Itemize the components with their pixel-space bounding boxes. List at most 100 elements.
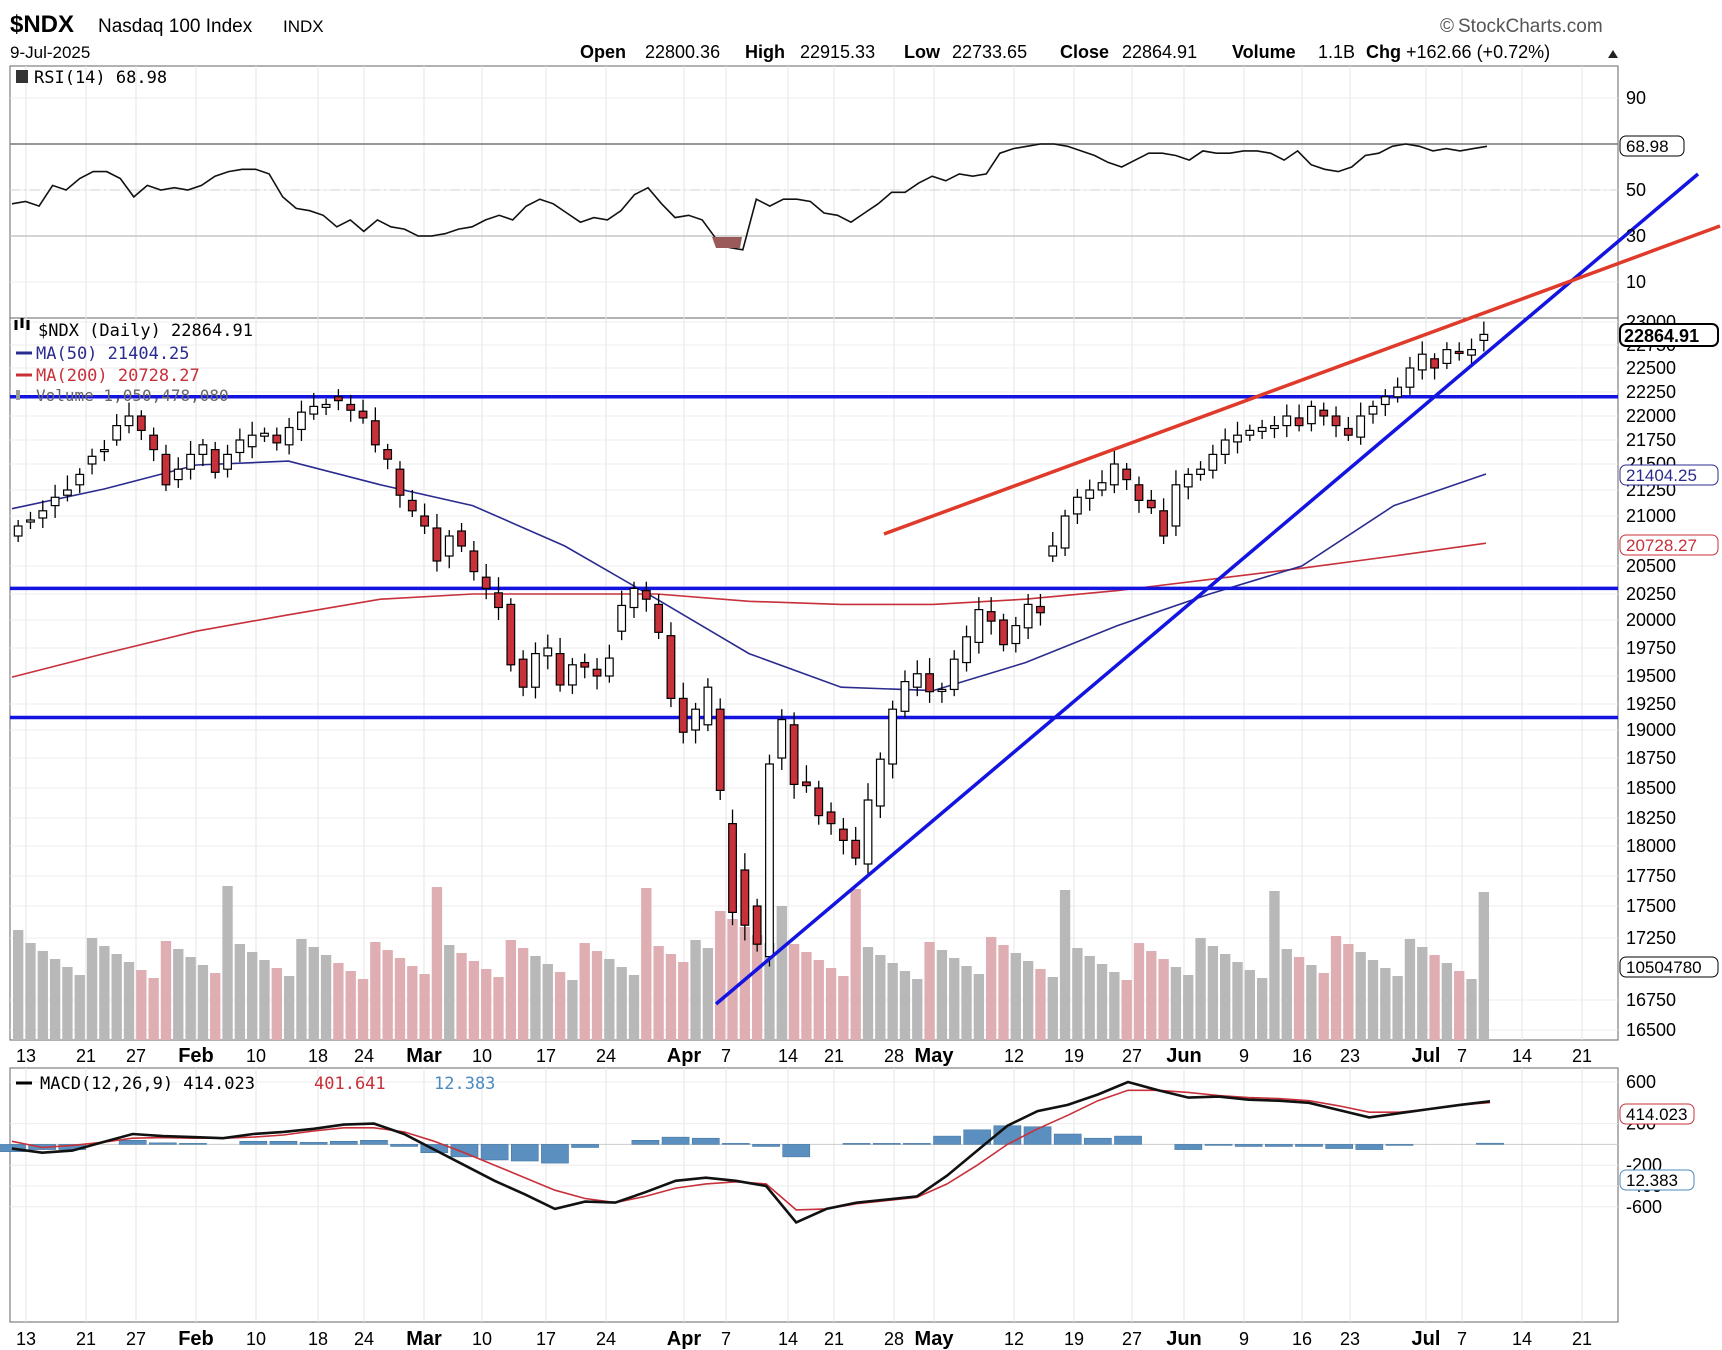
candle-body xyxy=(260,432,269,437)
macd-x-tick-label: Apr xyxy=(667,1328,702,1350)
price-x-tick-label: Feb xyxy=(178,1045,214,1067)
close-label: Close xyxy=(1060,42,1109,62)
macd-x-tick-label: 21 xyxy=(824,1329,844,1349)
chart-date: 9-Jul-2025 xyxy=(10,43,90,62)
volume-bar xyxy=(628,975,640,1040)
macd-histogram-bar xyxy=(390,1144,418,1147)
macd-histogram-bar xyxy=(782,1144,811,1158)
price-y-tick-label: 22250 xyxy=(1626,382,1676,402)
volume-bar xyxy=(1133,943,1145,1040)
candle-body xyxy=(1097,482,1107,491)
candle-body xyxy=(1368,405,1378,415)
volume-title: Volume 1,050,478,080 xyxy=(36,386,229,405)
volume-bar xyxy=(1072,948,1083,1040)
macd-histogram-bar xyxy=(1114,1135,1142,1145)
candle-body xyxy=(75,473,85,486)
ma50-line xyxy=(11,460,1487,692)
price-title: $NDX (Daily) 22864.91 xyxy=(38,321,253,341)
macd-x-tick-label: 7 xyxy=(721,1329,731,1349)
ma50-value-flag-text: 21404.25 xyxy=(1626,466,1697,485)
volume-bar xyxy=(407,966,418,1040)
candle-body xyxy=(863,799,873,865)
volume-bar xyxy=(998,945,1009,1040)
macd-histogram-bar xyxy=(1325,1144,1354,1149)
candle-body xyxy=(112,425,122,441)
rsi-series-line xyxy=(11,143,1488,251)
volume-bar xyxy=(247,952,258,1040)
volume-bar xyxy=(838,976,849,1040)
macd-histogram-bar xyxy=(1234,1144,1263,1147)
candle-body xyxy=(297,411,306,431)
volume-bar xyxy=(1035,969,1046,1040)
volume-bar xyxy=(1392,976,1403,1040)
price-x-tick-label: 9 xyxy=(1239,1046,1249,1066)
volume-bar xyxy=(505,940,516,1040)
macd-x-tick-label: Jul xyxy=(1412,1328,1441,1350)
volume-bar xyxy=(99,946,110,1040)
candle-body xyxy=(740,869,750,926)
macd-histogram-bar xyxy=(179,1143,207,1145)
candle-body xyxy=(494,592,503,609)
candle-legend-icon xyxy=(14,318,30,330)
symbol: $NDX xyxy=(10,11,74,38)
macd-x-tick-label: 21 xyxy=(76,1329,96,1349)
volume-value-flag xyxy=(1619,956,1719,978)
price-x-tick-label: 24 xyxy=(354,1046,374,1066)
price-y-tick-label: 18000 xyxy=(1626,836,1676,856)
candle-body xyxy=(1454,350,1464,355)
price-y-tick-label: 17500 xyxy=(1626,896,1676,916)
macd-histogram-bar xyxy=(1053,1133,1082,1145)
candle-body xyxy=(1011,624,1021,645)
low-value: 22733.65 xyxy=(952,42,1027,62)
volume-bar xyxy=(74,975,85,1040)
volume-bar xyxy=(1220,954,1231,1040)
macd-hist-title: 12.383 xyxy=(434,1074,495,1094)
volume-bar xyxy=(1478,892,1490,1040)
volume-bar xyxy=(1207,946,1219,1040)
candle-body xyxy=(1183,473,1193,488)
price-x-tick-label: 17 xyxy=(536,1046,556,1066)
volume-bar xyxy=(1109,972,1120,1040)
candle-body xyxy=(999,619,1008,646)
candle-body xyxy=(949,658,959,691)
candle-body xyxy=(136,415,146,431)
candle-body xyxy=(715,708,725,792)
price-x-tick-label: 18 xyxy=(308,1046,328,1066)
volume-bar xyxy=(764,943,775,1040)
volume-bar xyxy=(1269,891,1280,1040)
macd-x-tick-label: May xyxy=(915,1328,955,1350)
price-x-tick-label: 14 xyxy=(778,1046,798,1066)
macd-value-flag-text: 414.023 xyxy=(1626,1105,1687,1124)
macd-x-tick-label: 27 xyxy=(126,1329,146,1349)
rsi-y-tick-label: 90 xyxy=(1626,88,1646,108)
rsi-title: RSI(14) 68.98 xyxy=(34,68,167,88)
volume-bar xyxy=(912,979,923,1040)
candle-body xyxy=(814,787,824,817)
candle-body xyxy=(567,664,577,686)
candle-body xyxy=(1220,439,1230,455)
high-label: High xyxy=(745,42,785,62)
price-x-tick-label: 27 xyxy=(126,1046,146,1066)
chg-up-arrow-icon xyxy=(1608,50,1618,58)
price-y-tick-label: 19000 xyxy=(1626,720,1676,740)
macd-x-tick-label: 24 xyxy=(354,1329,374,1349)
volume-bar xyxy=(1367,960,1379,1040)
volume-bar xyxy=(862,947,874,1040)
price-y-tick-label: 18750 xyxy=(1626,748,1676,768)
candle-body xyxy=(1257,426,1267,432)
candle-body xyxy=(124,415,134,427)
candle-body xyxy=(1146,499,1156,509)
price-x-tick-label: Mar xyxy=(406,1045,442,1067)
macd-y-tick-label: -600 xyxy=(1626,1197,1662,1217)
candle-body xyxy=(358,410,368,419)
price-x-tick-label: 24 xyxy=(596,1046,616,1066)
volume-bar xyxy=(431,887,443,1040)
volume-bar xyxy=(173,949,184,1040)
volume-bar xyxy=(370,942,381,1040)
macd-x-tick-label: Feb xyxy=(178,1328,214,1350)
volume-layer xyxy=(12,886,1490,1040)
high-value: 22915.33 xyxy=(800,42,875,62)
resistance-trend-line xyxy=(883,224,1721,536)
volume-bar xyxy=(554,972,566,1040)
